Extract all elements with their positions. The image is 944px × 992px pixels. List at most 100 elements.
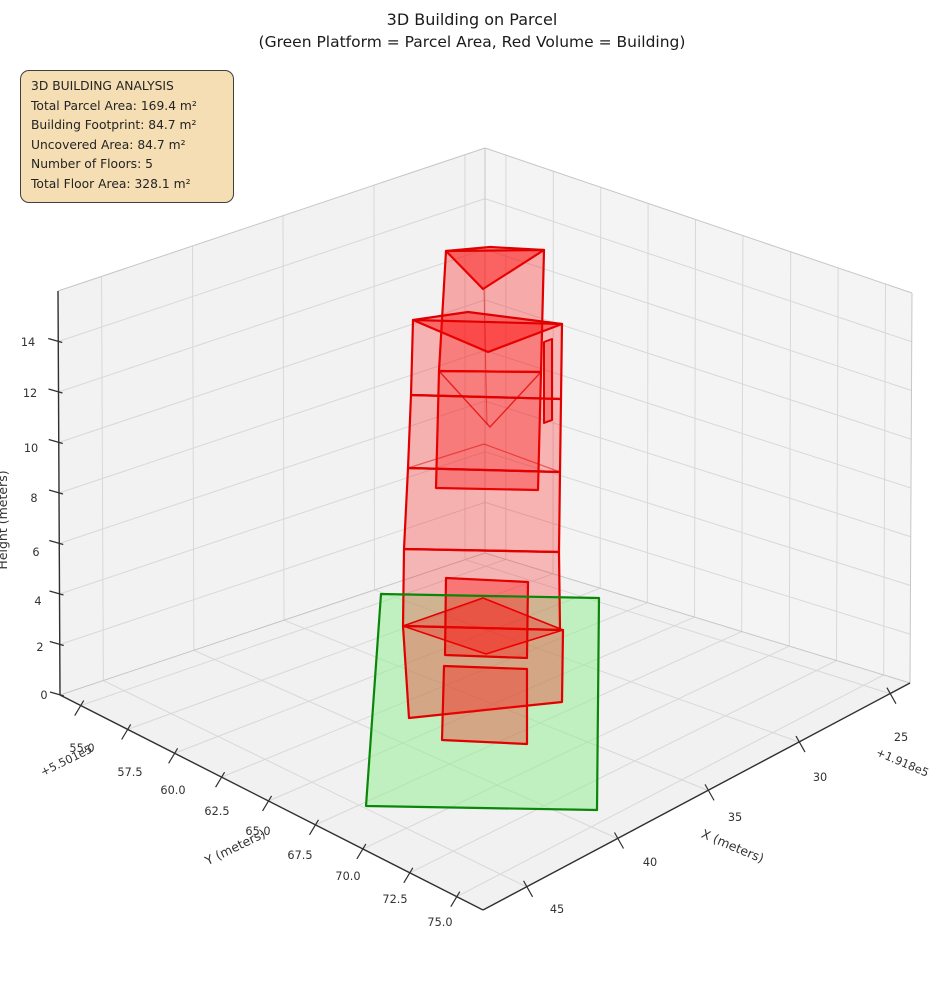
grid-x-floor <box>464 559 891 695</box>
z-tick-label: 4 <box>34 595 41 608</box>
grid-z-left <box>59 451 486 595</box>
z-tick <box>48 337 63 344</box>
chart-subtitle: (Green Platform = Parcel Area, Red Volum… <box>258 33 686 51</box>
grid-y-floor <box>456 674 884 898</box>
floor-back-edge-right <box>484 552 911 684</box>
pane-top-edge-left <box>57 147 486 292</box>
x-tick <box>795 735 806 753</box>
y-axis-offset: +5.501e5 <box>38 743 94 779</box>
x-tick-label: 30 <box>813 771 827 784</box>
z-tick <box>49 539 64 546</box>
y-axis-label: Y (meters) <box>201 826 267 869</box>
grid-x-wall <box>192 245 195 651</box>
y-tick <box>168 747 179 764</box>
x-tick-label: 35 <box>728 811 742 824</box>
grid-z-left <box>58 350 486 494</box>
chart-title: 3D Building on Parcel <box>386 10 558 29</box>
x-tick-label: 45 <box>550 903 564 916</box>
pane-top-edge-right <box>484 147 913 294</box>
x-tick <box>523 880 534 898</box>
x-tick-label: 40 <box>643 856 657 869</box>
z-tick <box>49 590 64 596</box>
x-tick <box>613 832 625 849</box>
building-wide-floor3-front <box>402 466 562 554</box>
z-tick <box>49 691 65 697</box>
x-tick-label: 25 <box>894 731 908 744</box>
grid-z-right <box>484 501 911 635</box>
grid-z-right <box>484 198 912 343</box>
z-axis-label: Height (meters) <box>0 470 10 569</box>
y-tick-label: 60.0 <box>160 784 185 797</box>
y-tick-label: 70.0 <box>335 870 360 883</box>
y-tick-label: 55.0 <box>69 742 94 755</box>
z-tick <box>48 388 63 394</box>
z-tick-label: 6 <box>32 546 39 559</box>
grid-y-wall <box>883 284 887 675</box>
parcel-platform-fill <box>366 594 599 810</box>
grid-z-right <box>484 248 912 391</box>
info-total-floor-area: Total Floor Area: 328.1 m² <box>31 176 191 191</box>
y-tick <box>308 819 320 836</box>
pane-right-edge <box>909 292 913 684</box>
grid-z-right <box>484 350 912 489</box>
grid-y-wall <box>741 235 744 632</box>
y-axis-spine <box>59 694 484 911</box>
x-tick <box>704 784 715 801</box>
grid-y-wall <box>835 267 839 661</box>
z-tick-label: 0 <box>40 689 47 702</box>
x-axis-offset: +1.918e5 <box>874 746 931 780</box>
grid-y-floor <box>409 660 837 874</box>
floor-back-edge-left <box>59 552 486 696</box>
grid-z-left <box>58 248 486 393</box>
grid-z-right <box>484 451 911 586</box>
building-front-wing-lower <box>440 664 529 746</box>
x-axis-spine <box>482 682 911 911</box>
building-wide-far-chevron <box>407 443 561 473</box>
grid-y-wall <box>646 203 649 603</box>
y-tick-label: 67.5 <box>287 849 312 862</box>
y-tick-label: 72.5 <box>382 893 407 906</box>
grid-y-wall <box>788 251 792 647</box>
y-tick <box>356 843 367 860</box>
z-tick-label: 10 <box>24 442 38 455</box>
grid-y-wall <box>694 219 697 618</box>
grid-y-wall <box>599 187 602 589</box>
y-tick <box>215 771 226 788</box>
y-tick-label: 65.0 <box>245 825 270 838</box>
right-pane <box>485 148 912 683</box>
y-tick <box>450 891 461 907</box>
y-tick-label: 57.5 <box>117 766 142 779</box>
building-tower-inner-vertical <box>483 288 488 426</box>
y-tick <box>121 724 132 740</box>
grid-x-floor <box>103 680 527 888</box>
info-building-footprint: Building Footprint: 84.7 m² <box>31 118 197 133</box>
y-tick-label: 75.0 <box>427 916 452 929</box>
y-tick-label: 62.5 <box>204 805 229 818</box>
grid-z-right <box>484 400 911 538</box>
parcel-platform-outline <box>364 592 601 812</box>
y-tick <box>74 700 85 716</box>
x-tick <box>886 687 897 704</box>
z-tick-label: 12 <box>23 387 37 400</box>
building-right-pillar <box>543 338 553 424</box>
building-tower-near-chevron <box>438 370 542 429</box>
info-box-title: 3D BUILDING ANALYSIS <box>31 79 174 93</box>
grid-z-left <box>59 501 486 645</box>
y-tick <box>262 795 273 812</box>
building-front-wing-upper <box>443 576 530 660</box>
info-number-of-floors: Number of Floors: 5 <box>31 157 153 172</box>
z-tick <box>48 438 63 445</box>
info-total-parcel-area: Total Parcel Area: 169.4 m² <box>31 98 197 113</box>
grid-x-wall <box>282 215 285 621</box>
z-tick-label: 14 <box>21 336 35 349</box>
z-tick-label: 8 <box>30 492 37 505</box>
x-axis-label: X (meters) <box>699 826 766 866</box>
grid-z-left <box>58 198 486 342</box>
z-tick <box>48 489 64 495</box>
grid-y-floor <box>80 558 506 707</box>
z-tick <box>49 640 64 647</box>
grid-x-wall <box>101 276 104 681</box>
chart-title-block: 3D Building on Parcel (Green Platform = … <box>0 8 944 54</box>
analysis-info-box: 3D BUILDING ANALYSIS Total Parcel Area: … <box>20 70 234 203</box>
